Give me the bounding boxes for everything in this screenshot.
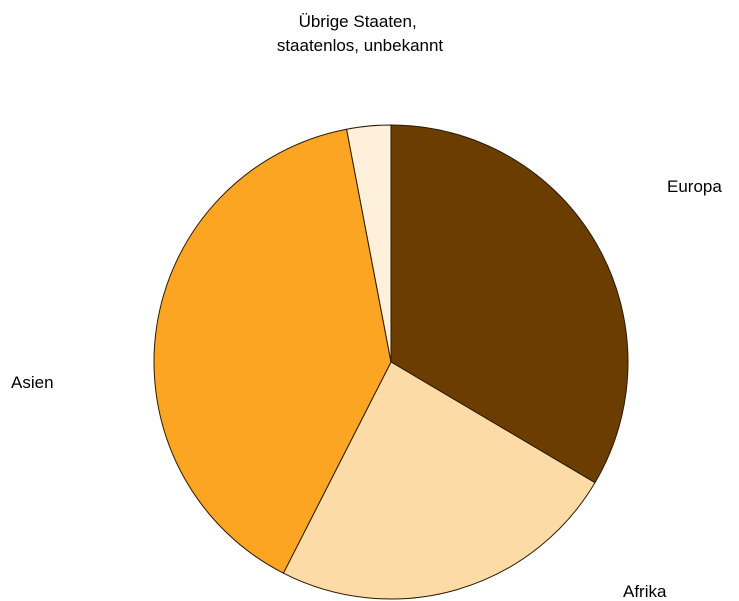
- pie-slice-asien: [153, 128, 392, 574]
- label-uebrige-staaten-line-2: staatenlos, unbekannt: [277, 36, 444, 55]
- label-uebrige-staaten: Übrige Staaten, staatenlos, unbekannt: [277, 12, 444, 55]
- pie-slices: [153, 124, 629, 600]
- label-uebrige-staaten-line-1: Übrige Staaten,: [299, 12, 417, 31]
- label-asien: Asien: [11, 373, 54, 392]
- pie-slice-europa: [390, 124, 629, 484]
- pie-slice-uebrige-staaten: [346, 124, 392, 363]
- label-europa: Europa: [667, 177, 722, 196]
- label-afrika: Afrika: [623, 582, 667, 601]
- pie-labels: Europa Afrika Asien Übrige Staaten, staa…: [11, 12, 722, 601]
